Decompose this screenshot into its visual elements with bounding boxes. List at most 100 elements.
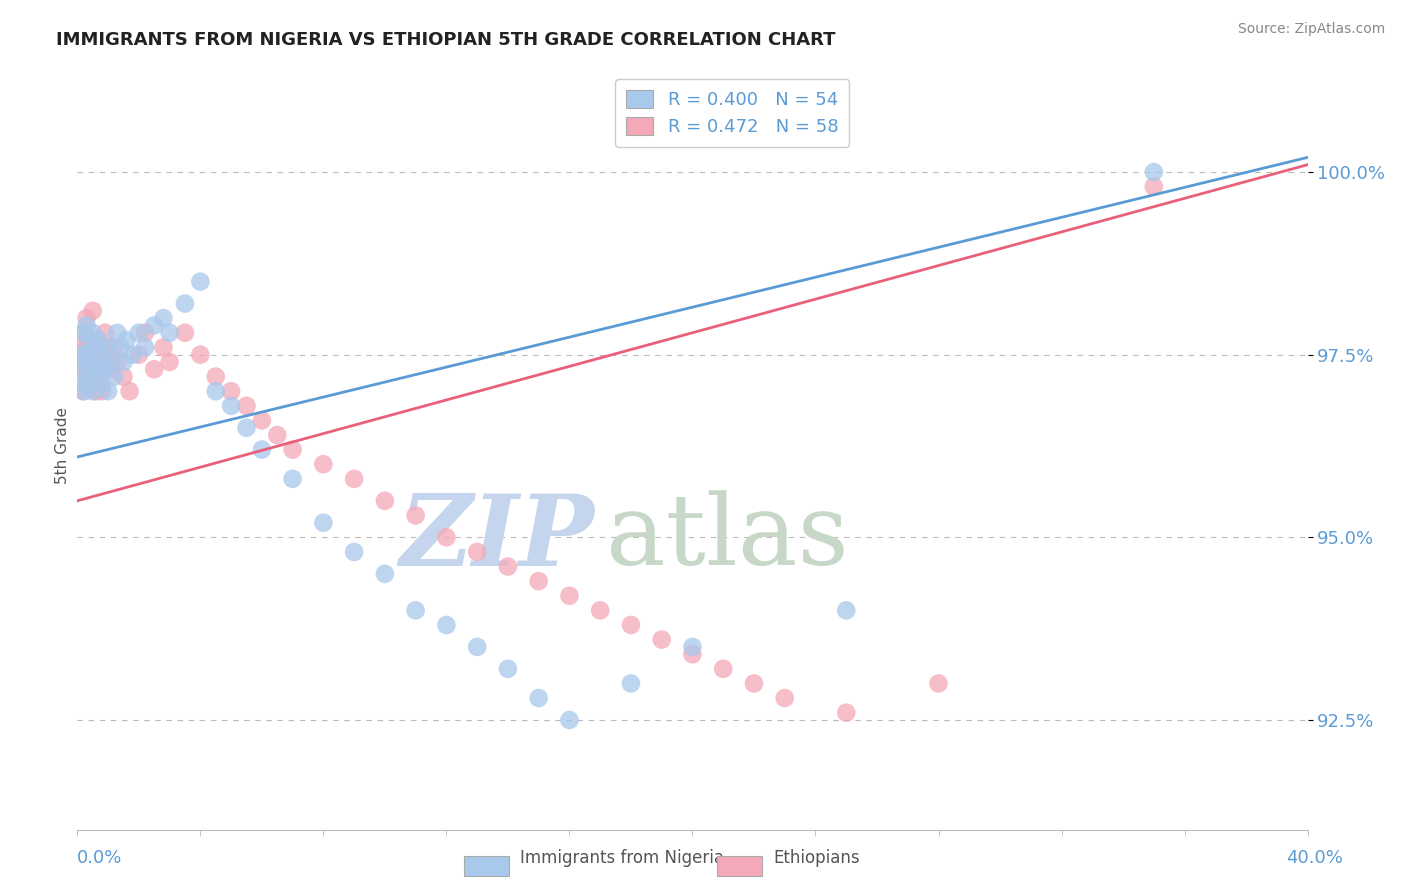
Text: ZIP: ZIP <box>399 490 595 586</box>
Point <box>558 589 581 603</box>
Point <box>152 311 174 326</box>
Point <box>250 442 273 457</box>
Point <box>76 318 98 333</box>
Point <box>496 559 519 574</box>
Point <box>174 296 197 310</box>
Point <box>281 442 304 457</box>
Point <box>219 399 242 413</box>
Point <box>76 340 98 354</box>
Point <box>76 348 98 362</box>
Point <box>72 384 94 399</box>
Point <box>79 362 101 376</box>
Point <box>773 691 796 706</box>
Point <box>100 362 122 376</box>
Point <box>742 676 765 690</box>
Point <box>103 340 125 354</box>
Point <box>79 348 101 362</box>
Point <box>76 311 98 326</box>
Point <box>84 340 107 354</box>
Point <box>835 603 858 617</box>
Point <box>72 326 94 340</box>
Point <box>115 333 138 347</box>
Point <box>79 333 101 347</box>
Point <box>82 333 104 347</box>
Point <box>69 369 91 384</box>
Point <box>72 326 94 340</box>
Point <box>94 362 117 376</box>
Point <box>90 348 114 362</box>
Point <box>465 640 488 654</box>
Point <box>110 340 132 354</box>
Point <box>682 640 704 654</box>
Point <box>143 362 166 376</box>
Point <box>82 326 104 340</box>
Point <box>72 355 94 369</box>
Point <box>82 362 104 376</box>
Point <box>121 348 143 362</box>
Point <box>405 508 427 523</box>
Point <box>90 376 114 391</box>
Point <box>90 384 114 399</box>
Point <box>134 340 156 354</box>
Point <box>266 428 288 442</box>
Point <box>589 603 612 617</box>
Y-axis label: 5th Grade: 5th Grade <box>55 408 70 484</box>
Point <box>82 355 104 369</box>
Point <box>100 355 122 369</box>
Point <box>465 545 488 559</box>
Point <box>128 326 150 340</box>
Point <box>312 457 335 471</box>
Point <box>928 676 950 690</box>
Point <box>143 318 166 333</box>
Point <box>174 326 197 340</box>
Point <box>219 384 242 399</box>
Point <box>97 340 120 354</box>
Point <box>82 303 104 318</box>
Point <box>94 326 117 340</box>
Point <box>651 632 673 647</box>
Text: 40.0%: 40.0% <box>1286 849 1343 867</box>
Point <box>374 566 396 581</box>
Point <box>1143 165 1166 179</box>
Point <box>87 333 110 347</box>
Point <box>188 275 212 289</box>
Point <box>204 369 226 384</box>
Point <box>343 472 366 486</box>
Point <box>343 545 366 559</box>
Point <box>97 384 120 399</box>
Point <box>90 355 114 369</box>
Point <box>159 326 181 340</box>
Point <box>835 706 858 720</box>
Text: Ethiopians: Ethiopians <box>773 849 860 867</box>
Point <box>436 530 458 544</box>
Point <box>188 348 212 362</box>
Point <box>558 713 581 727</box>
Point <box>711 662 734 676</box>
Point <box>72 355 94 369</box>
Text: Immigrants from Nigeria: Immigrants from Nigeria <box>520 849 724 867</box>
Point <box>436 618 458 632</box>
Point <box>312 516 335 530</box>
Point <box>84 355 107 369</box>
Point <box>79 376 101 391</box>
Point <box>87 340 110 354</box>
Point <box>235 399 257 413</box>
Point <box>250 413 273 427</box>
Text: 0.0%: 0.0% <box>77 849 122 867</box>
Point <box>405 603 427 617</box>
Point <box>84 369 107 384</box>
Text: IMMIGRANTS FROM NIGERIA VS ETHIOPIAN 5TH GRADE CORRELATION CHART: IMMIGRANTS FROM NIGERIA VS ETHIOPIAN 5TH… <box>56 31 835 49</box>
Point <box>87 369 110 384</box>
Point <box>76 376 98 391</box>
Point <box>87 362 110 376</box>
Point <box>159 355 181 369</box>
Point <box>1143 179 1166 194</box>
Point <box>374 493 396 508</box>
Point <box>235 421 257 435</box>
Point <box>69 362 91 376</box>
Point <box>72 384 94 399</box>
Point <box>76 369 98 384</box>
Text: atlas: atlas <box>606 491 849 586</box>
Point <box>105 326 128 340</box>
Point <box>69 340 91 354</box>
